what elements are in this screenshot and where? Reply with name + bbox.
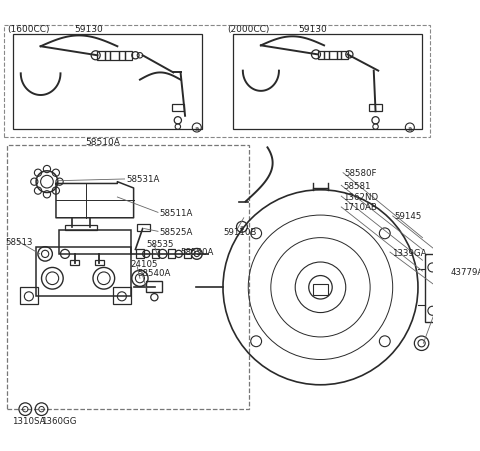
Text: 59130: 59130 xyxy=(74,25,103,34)
Bar xyxy=(152,250,159,259)
Bar xyxy=(12,35,202,130)
Text: 24105: 24105 xyxy=(130,260,157,269)
Bar xyxy=(36,247,131,297)
Bar xyxy=(125,52,132,61)
Bar xyxy=(146,281,163,292)
Text: 59145: 59145 xyxy=(395,212,422,221)
Bar xyxy=(20,288,38,304)
Text: 58525A: 58525A xyxy=(160,227,193,236)
Text: 59130: 59130 xyxy=(298,25,327,34)
Text: 1710AB: 1710AB xyxy=(343,203,377,212)
Text: a: a xyxy=(240,224,244,230)
Text: 58540A: 58540A xyxy=(137,269,170,278)
Text: a: a xyxy=(195,125,199,131)
Bar xyxy=(168,250,175,259)
Bar xyxy=(171,105,184,112)
Text: 58550A: 58550A xyxy=(180,247,214,256)
Bar xyxy=(233,35,422,130)
Text: 1310SA: 1310SA xyxy=(12,416,45,425)
Text: 1360GG: 1360GG xyxy=(41,416,76,425)
Bar xyxy=(95,261,104,265)
Text: (2000CC): (2000CC) xyxy=(228,25,270,34)
Text: 58531A: 58531A xyxy=(126,175,160,184)
Bar xyxy=(329,52,337,60)
Text: 1362ND: 1362ND xyxy=(343,192,378,201)
Text: 58580F: 58580F xyxy=(345,169,377,178)
Bar xyxy=(318,52,324,60)
Bar xyxy=(65,226,97,231)
Text: 58511A: 58511A xyxy=(160,208,193,217)
Bar xyxy=(7,145,249,409)
Text: 58535: 58535 xyxy=(146,239,174,248)
Bar xyxy=(119,52,125,61)
Text: 58510A: 58510A xyxy=(86,137,120,146)
Text: 1339GA: 1339GA xyxy=(392,248,426,257)
Bar xyxy=(337,52,341,60)
Text: 59110B: 59110B xyxy=(224,227,257,236)
Bar xyxy=(324,52,329,60)
Text: (1600CC): (1600CC) xyxy=(7,25,50,34)
Bar xyxy=(136,250,144,259)
Bar xyxy=(71,261,80,265)
Bar xyxy=(4,26,430,137)
Text: a: a xyxy=(408,125,412,131)
Bar xyxy=(59,231,131,254)
Bar xyxy=(137,225,150,232)
Bar xyxy=(97,52,105,61)
Bar xyxy=(184,250,192,259)
Bar xyxy=(341,52,348,60)
Bar xyxy=(425,254,459,322)
Text: 58581: 58581 xyxy=(343,181,371,190)
Bar xyxy=(110,52,119,61)
Bar xyxy=(113,288,131,304)
Text: 43779A: 43779A xyxy=(450,268,480,277)
Text: 58513: 58513 xyxy=(5,237,33,246)
Bar xyxy=(369,105,382,112)
Bar xyxy=(105,52,110,61)
Bar xyxy=(313,284,328,295)
